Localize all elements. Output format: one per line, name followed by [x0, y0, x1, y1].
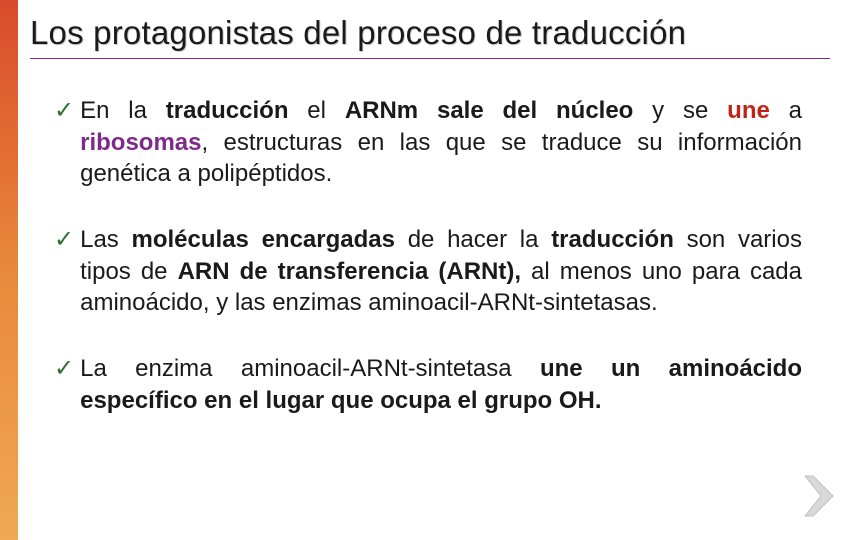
side-accent-bar — [0, 0, 18, 540]
bullet-text: La enzima aminoacil-ARNt-sintetasa une u… — [80, 353, 802, 416]
title-text: Los protagonistas del proceso de traducc… — [30, 14, 686, 51]
bullet-item: ✓La enzima aminoacil-ARNt-sintetasa une … — [54, 353, 802, 416]
chevron-icon — [805, 476, 833, 516]
check-icon: ✓ — [54, 224, 74, 319]
slide-content: Los protagonistas del proceso de traducc… — [30, 14, 830, 450]
bullet-text: Las moléculas encargadas de hacer la tra… — [80, 224, 802, 319]
slide-title: Los protagonistas del proceso de traducc… — [30, 14, 830, 59]
check-icon: ✓ — [54, 95, 74, 190]
bullet-item: ✓Las moléculas encargadas de hacer la tr… — [54, 224, 802, 319]
bullet-list: ✓En la traducción el ARNm sale del núcle… — [30, 95, 830, 416]
bullet-text: En la traducción el ARNm sale del núcleo… — [80, 95, 802, 190]
next-arrow-icon — [803, 474, 837, 518]
check-icon: ✓ — [54, 353, 74, 416]
bullet-item: ✓En la traducción el ARNm sale del núcle… — [54, 95, 802, 190]
